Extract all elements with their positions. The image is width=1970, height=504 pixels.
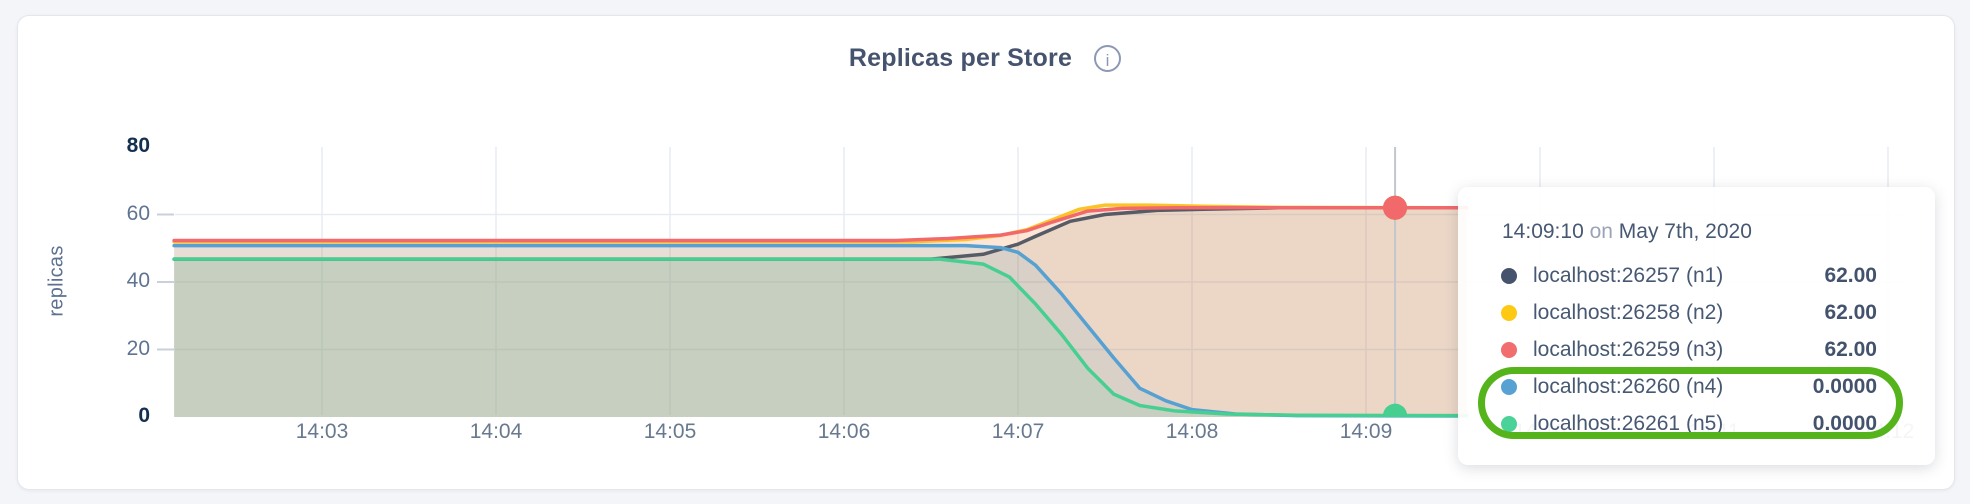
series-label: localhost:26260 (n4)	[1533, 374, 1724, 398]
tooltip-timestamp: 14:09:10 on May 7th, 2020	[1502, 217, 1935, 247]
tooltip-legend: localhost:26257 (n1) 62.00 localhost:26258…	[1458, 257, 1935, 442]
x-tick-label: 14:04	[469, 420, 523, 443]
series-color-dot	[1501, 267, 1517, 284]
info-icon[interactable]: i	[1094, 45, 1122, 72]
hover-tooltip: 14:09:10 on May 7th, 2020 localhost:2625…	[1458, 187, 1935, 465]
x-tick-label: 14:07	[991, 420, 1045, 443]
y-tick-label: 40	[126, 269, 150, 292]
x-tick-label: 14:05	[643, 420, 697, 443]
tooltip-time: 14:09:10	[1502, 220, 1584, 243]
tooltip-row: localhost:26260 (n4) 0.0000	[1458, 368, 1935, 405]
x-tick-label: 14:03	[295, 420, 349, 443]
y-tick-label: 0	[138, 404, 150, 427]
y-axis-title: replicas	[45, 245, 68, 317]
series-value: 62.00	[1824, 263, 1877, 287]
series-value: 62.00	[1824, 337, 1877, 361]
y-tick-label: 60	[126, 201, 150, 225]
y-tick-label: 80	[126, 134, 150, 157]
series-color-dot	[1501, 341, 1517, 358]
series-label: localhost:26257 (n1)	[1533, 263, 1724, 287]
chart-title: Replicas per Store	[848, 44, 1073, 72]
x-tick-label: 14:06	[817, 420, 871, 443]
chart-header: Replicas per Store i	[0, 44, 1970, 73]
x-tick-label: 14:09	[1339, 420, 1393, 443]
tooltip-row: localhost:26257 (n1) 62.00	[1458, 257, 1935, 294]
tooltip-row: localhost:26258 (n2) 62.00	[1458, 294, 1935, 331]
series-value: 0.0000	[1812, 374, 1877, 398]
annotation-ellipse	[1478, 367, 1903, 439]
series-label: localhost:26259 (n3)	[1533, 337, 1724, 361]
tooltip-separator: on	[1589, 220, 1613, 243]
series-label: localhost:26258 (n2)	[1533, 300, 1724, 324]
series-value: 62.00	[1824, 300, 1877, 324]
tooltip-row: localhost:26259 (n3) 62.00	[1458, 331, 1935, 368]
y-tick-label: 20	[126, 336, 150, 360]
series-label: localhost:26261 (n5)	[1533, 411, 1724, 435]
series-color-dot	[1501, 304, 1517, 321]
tooltip-date: May 7th, 2020	[1618, 220, 1752, 243]
x-tick-label: 14:08	[1165, 420, 1219, 443]
series-value: 0.0000	[1812, 411, 1877, 435]
